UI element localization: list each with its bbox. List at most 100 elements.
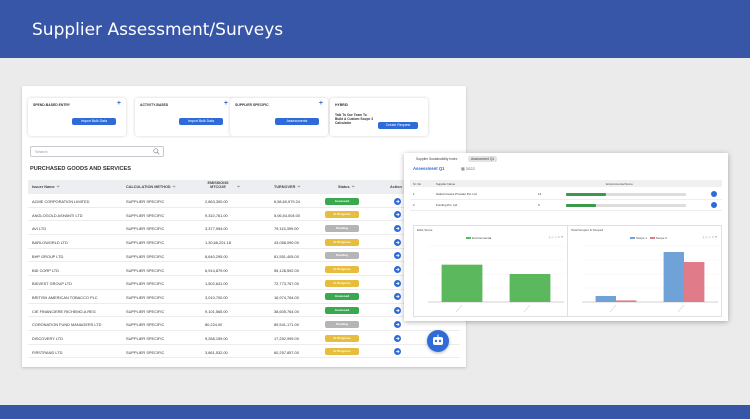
search-icon[interactable] bbox=[153, 148, 160, 155]
calculation-method: SUPPLIER SPECIFIC bbox=[126, 294, 165, 300]
view-arrow-icon[interactable] bbox=[394, 348, 401, 356]
view-arrow-icon[interactable] bbox=[394, 320, 401, 328]
view-arrow-icon[interactable] bbox=[394, 334, 401, 342]
status-badge: In Progress bbox=[325, 279, 359, 287]
view-arrow-icon[interactable] bbox=[394, 307, 401, 315]
issuer-name: CORONATION FUND MANAGERS LTD bbox=[32, 322, 102, 328]
filter-icon: ⏷ bbox=[172, 185, 176, 189]
emissions-value: 3,010,700.00 bbox=[205, 294, 228, 300]
status-badge: Pending bbox=[325, 252, 359, 260]
chart-legend[interactable]: Environmental bbox=[466, 236, 491, 240]
year-selector[interactable]: ▦ 2022 bbox=[461, 166, 475, 171]
scope-chart: Total Scope1 & Scope2 Scope 1 Scope 2 ⤓⊙… bbox=[567, 225, 722, 317]
status-badge: Assessed bbox=[325, 307, 359, 315]
hybrid-description: Talk To Our Team To Build A Custom Scope… bbox=[335, 113, 374, 126]
tab-assessment-q1[interactable]: Assessment Q1 bbox=[468, 156, 498, 162]
table-row: BHP GROUP LTD SUPPLIER SPECIFIC 8,640,295.… bbox=[28, 250, 460, 263]
bar bbox=[509, 274, 551, 302]
tab-supplier-sustainability-index[interactable]: Supplier Sustainability Index bbox=[416, 157, 458, 161]
table-row: BID CORP LTD SUPPLIER SPECIFIC 6,914,879.0… bbox=[28, 264, 460, 277]
assessments-button[interactable]: Assessments bbox=[275, 118, 319, 125]
chart-legend[interactable]: Scope 1 Scope 2 bbox=[630, 236, 667, 240]
turnover-value: 16,974,764.00 bbox=[274, 294, 299, 300]
view-arrow-icon[interactable] bbox=[711, 202, 717, 208]
issuer-name: AVI LTD bbox=[32, 226, 47, 232]
status-badge: In Progress bbox=[325, 348, 359, 356]
header-method[interactable]: CALCULATION METHOD ⏷ bbox=[126, 185, 176, 189]
table-row: AVI LTD SUPPLIER SPECIFIC 3,377,994.00 79,1… bbox=[28, 222, 460, 236]
turnover-value: 17,252,999.00 bbox=[274, 336, 299, 341]
status-badge: In Progress bbox=[325, 266, 359, 273]
calculation-method: SUPPLIER SPECIFIC bbox=[126, 349, 165, 355]
plus-icon[interactable]: + bbox=[116, 100, 121, 107]
card-title: ACTIVITY-BASED bbox=[140, 103, 169, 107]
emissions-value: 2,863,300.00 bbox=[205, 199, 228, 204]
issuer-name: BHP GROUP LTD bbox=[32, 253, 64, 259]
header-emissions[interactable]: EMISSIONS MTCO2E bbox=[207, 181, 229, 190]
filter-icon[interactable]: ⏷ bbox=[237, 185, 241, 189]
calculation-method: SUPPLIER SPECIFIC bbox=[126, 226, 165, 232]
popup-table-row: 1 Global Invoice Provider Pvt. Ltd. 12 bbox=[410, 189, 722, 200]
header-turnover[interactable]: TURNOVER ⏷ bbox=[274, 185, 301, 189]
chart-toolbar-icons[interactable]: ⤓⊙⌕⌂≡ bbox=[702, 235, 718, 239]
page-title: Supplier Assessment/Surveys bbox=[32, 20, 284, 40]
section-title: PURCHASED GOODS AND SERVICES bbox=[30, 166, 132, 172]
calculation-method: SUPPLIER SPECIFIC bbox=[126, 212, 165, 218]
header-status[interactable]: Status ⏷ bbox=[338, 185, 355, 189]
plus-icon[interactable]: + bbox=[318, 100, 323, 107]
view-arrow-icon[interactable] bbox=[394, 266, 401, 273]
calculation-method: SUPPLIER SPECIFIC bbox=[126, 322, 165, 328]
view-arrow-icon[interactable] bbox=[394, 238, 401, 246]
turnover-value: 55,128,592.00 bbox=[274, 267, 299, 273]
turnover-value: 38,605,764.00 bbox=[274, 308, 299, 314]
assessment-popup: Supplier Sustainability Index Assessment… bbox=[404, 153, 728, 321]
view-arrow-icon[interactable] bbox=[711, 191, 717, 197]
plus-icon[interactable]: + bbox=[223, 100, 228, 107]
sr-no: 2 bbox=[413, 203, 415, 207]
card-hybrid: HYBRID Talk To Our Team To Build A Custo… bbox=[330, 98, 428, 136]
environmental-score: 9 bbox=[538, 203, 540, 207]
emissions-value: 80,224.00 bbox=[205, 322, 223, 328]
status-badge: Pending bbox=[325, 224, 359, 232]
turnover-value: 89,541,171.00 bbox=[274, 322, 299, 328]
issuer-name: FIRSTRAND LTD bbox=[32, 349, 63, 355]
supplier-name: Funding Pvt. Ltd. bbox=[436, 203, 458, 207]
create-request-button[interactable]: Create Request bbox=[378, 122, 418, 129]
calculation-method: SUPPLIER SPECIFIC bbox=[126, 336, 165, 341]
emissions-value: 9,288,159.00 bbox=[205, 336, 228, 341]
turnover-value: 5,06,54,004.00 bbox=[274, 212, 300, 218]
card-title: SUPPLIER SPECIFIC bbox=[235, 103, 269, 107]
search-input[interactable]: Search bbox=[30, 146, 164, 157]
import-bulk-data-button[interactable]: Import Bulk Data bbox=[72, 118, 116, 125]
supplier-name: Global Invoice Provider Pvt. Ltd. bbox=[436, 192, 478, 196]
category-label bbox=[677, 304, 685, 313]
chart-toolbar-icons[interactable]: ⤓⊙⌕⌂≡ bbox=[548, 235, 564, 239]
view-arrow-icon[interactable] bbox=[394, 293, 401, 301]
header-supplier-name: Supplier Name bbox=[436, 182, 456, 186]
calculation-method: SUPPLIER SPECIFIC bbox=[126, 308, 165, 314]
table-row: FIRSTRAND LTD SUPPLIER SPECIFIC 3,861,532.… bbox=[28, 346, 460, 359]
status-badge: In Progress bbox=[325, 238, 359, 246]
view-arrow-icon[interactable] bbox=[394, 197, 401, 205]
sr-no: 1 bbox=[413, 192, 415, 196]
filter-icon: ⏷ bbox=[351, 185, 355, 189]
emissions-value: 8,640,295.00 bbox=[205, 253, 228, 259]
assessment-heading: Assessment Q1 bbox=[413, 166, 445, 171]
import-bulk-data-button[interactable]: Import Bulk Data bbox=[179, 118, 223, 125]
emissions-value: 1,502,641.00 bbox=[205, 281, 228, 287]
view-arrow-icon[interactable] bbox=[394, 211, 401, 219]
header-issuer[interactable]: Issuer Name ⏷ bbox=[32, 185, 60, 189]
chatbot-icon[interactable] bbox=[427, 330, 449, 352]
search-placeholder: Search bbox=[35, 149, 48, 154]
esg-score-plot bbox=[428, 245, 564, 313]
main-panel: SPEND-BASED ENTRY + Import Bulk Data ACT… bbox=[22, 86, 466, 367]
calculation-method: SUPPLIER SPECIFIC bbox=[126, 281, 165, 287]
esg-score-chart: ESG Score Environmental ⤓⊙⌕⌂≡ bbox=[413, 225, 568, 317]
turnover-value: 43,058,090.00 bbox=[274, 240, 299, 246]
view-arrow-icon[interactable] bbox=[394, 224, 401, 232]
table-row: CIE FINANCIERE RICHEMO-A REG SUPPLIER SPE… bbox=[28, 305, 460, 318]
card-activity-based: ACTIVITY-BASED + Import Bulk Data bbox=[135, 98, 233, 136]
view-arrow-icon[interactable] bbox=[394, 279, 401, 287]
view-arrow-icon[interactable] bbox=[394, 252, 401, 260]
table-header: Issuer Name ⏷ CALCULATION METHOD ⏷ EMISSIO… bbox=[28, 180, 460, 194]
